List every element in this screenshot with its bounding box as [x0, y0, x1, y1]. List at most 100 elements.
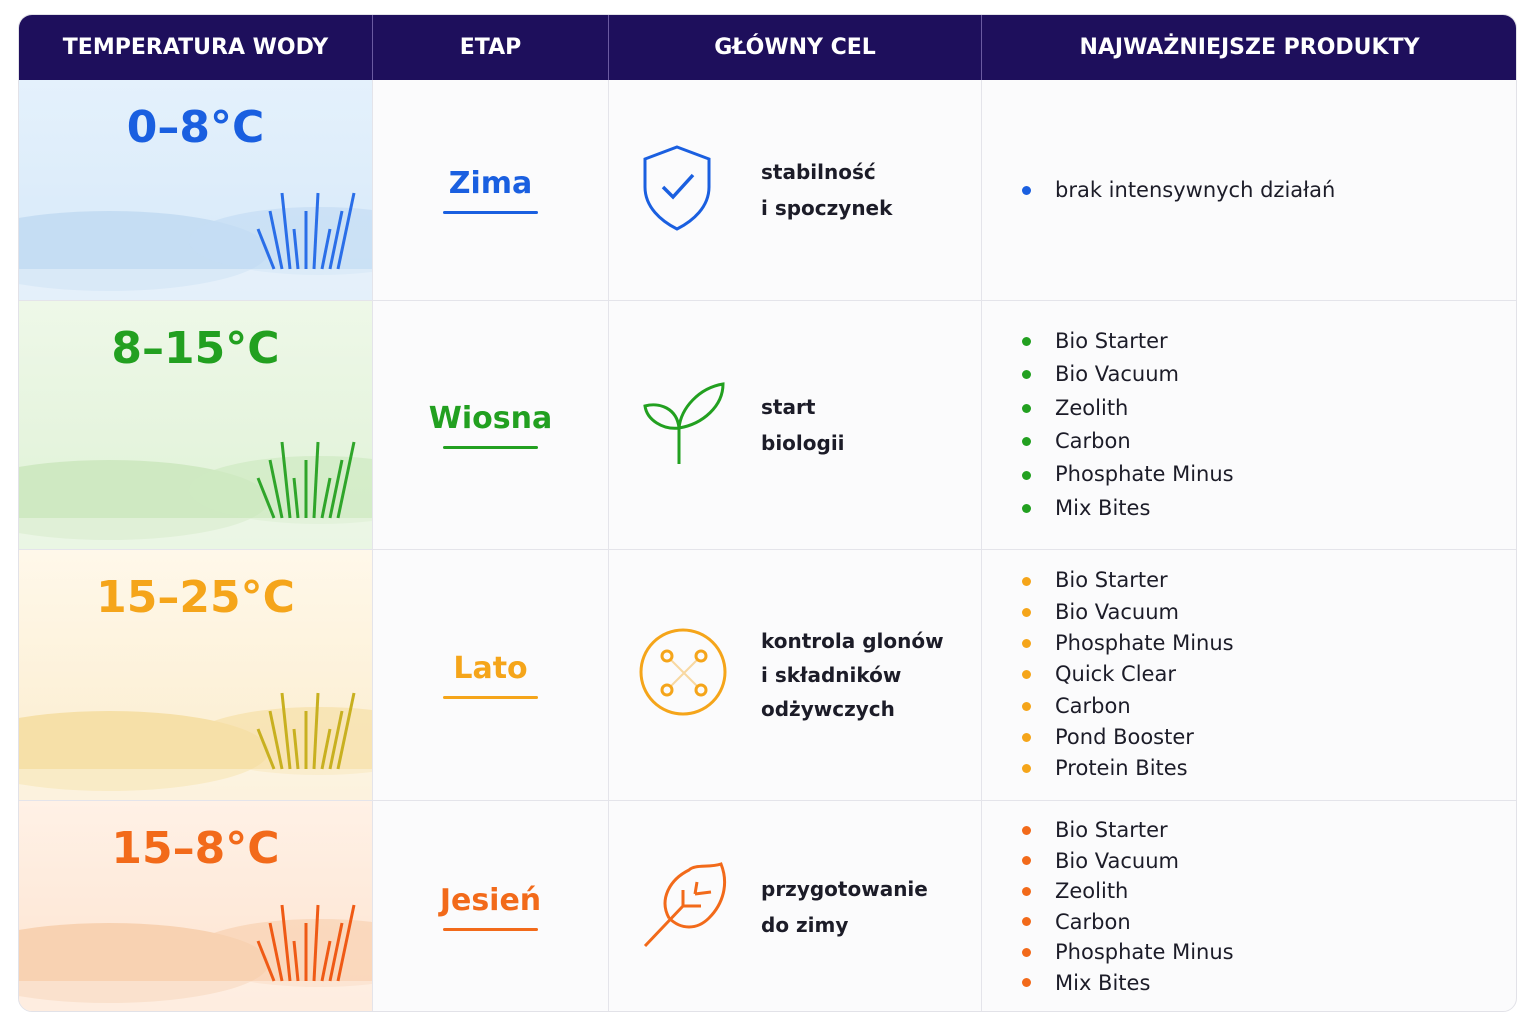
- product: Zeolith: [1055, 395, 1129, 420]
- product: Bio Starter: [1055, 818, 1168, 842]
- goal-line: kontrola glonów: [761, 629, 944, 653]
- bullet: [1022, 639, 1031, 649]
- product-item: Bio Vacuum: [1022, 846, 1516, 877]
- stage-cell: Lato: [373, 550, 609, 801]
- bullet: [1022, 978, 1031, 988]
- stage: Lato: [453, 651, 528, 686]
- product: Phosphate Minus: [1055, 631, 1234, 656]
- goal-line: i składników: [761, 663, 902, 687]
- bullet: [1022, 825, 1031, 835]
- product-item: Mix Bites: [1022, 968, 1516, 999]
- bullet: [1022, 504, 1031, 514]
- product: Pond Booster: [1055, 724, 1194, 749]
- goal-line: biologii: [761, 431, 845, 455]
- products-cell: brak intensywnych działań: [982, 80, 1516, 301]
- stage: Wiosna: [428, 401, 553, 436]
- product-item: brak intensywnych działań: [1022, 174, 1516, 207]
- temperature: 15–8°C: [111, 823, 280, 874]
- product: Carbon: [1055, 909, 1131, 934]
- product-item: Zeolith: [1022, 392, 1516, 425]
- temperature-cell: 15–8°C: [19, 801, 373, 1011]
- header-cell: ETAP: [373, 15, 609, 80]
- bullet: [1022, 607, 1031, 617]
- goal-line: i spoczynek: [761, 196, 893, 220]
- bullet: [1022, 576, 1031, 586]
- product: Bio Vacuum: [1055, 362, 1179, 387]
- product-item: Phosphate Minus: [1022, 937, 1516, 968]
- bullet: [1022, 670, 1031, 680]
- product-item: Protein Bites: [1022, 753, 1516, 784]
- temperature: 0–8°C: [126, 102, 265, 153]
- temperature: 15–25°C: [96, 572, 295, 623]
- product: Bio Vacuum: [1055, 848, 1179, 873]
- illustration: [19, 692, 372, 800]
- bullet: [1022, 886, 1031, 896]
- goal: kontrola glonów i składników odżywczych: [761, 550, 944, 800]
- products-cell: Bio Starter Bio Vacuum Zeolith Carbon Phosph…: [982, 801, 1516, 1011]
- product: Bio Starter: [1055, 328, 1168, 353]
- product-item: Carbon: [1022, 907, 1516, 938]
- goal-icon: [639, 378, 729, 472]
- product-item: Zeolith: [1022, 876, 1516, 907]
- temperature-cell: 15–25°C: [19, 550, 373, 801]
- bullet: [1022, 470, 1031, 480]
- products-cell: Bio Starter Bio Vacuum Phosphate Minus Quic…: [982, 550, 1516, 801]
- bullet: [1022, 856, 1031, 866]
- goal: przygotowanie do zimy: [761, 801, 928, 1011]
- icon: [639, 628, 727, 716]
- goal: stabilność i spoczynek: [761, 80, 892, 300]
- bullet: [1022, 185, 1031, 195]
- product: Protein Bites: [1055, 756, 1188, 781]
- icon: [643, 382, 725, 464]
- product-item: Quick Clear: [1022, 659, 1516, 690]
- temperature: 8–15°C: [111, 323, 280, 374]
- icon: [643, 145, 711, 231]
- stage-underline: [443, 211, 538, 214]
- illustration: [19, 441, 372, 549]
- product: Carbon: [1055, 693, 1131, 718]
- header-cell: TEMPERATURA WODY: [19, 15, 373, 80]
- product: Mix Bites: [1055, 970, 1151, 995]
- bullet: [1022, 917, 1031, 927]
- bullet: [1022, 701, 1031, 711]
- product: brak intensywnych działań: [1055, 177, 1336, 202]
- product-item: Bio Starter: [1022, 325, 1516, 358]
- header-cell: GŁÓWNY CEL: [609, 15, 982, 80]
- product-item: Phosphate Minus: [1022, 458, 1516, 491]
- goal-cell: przygotowanie do zimy: [609, 801, 982, 1011]
- product: Bio Starter: [1055, 568, 1168, 593]
- goal-line: stabilność: [761, 160, 876, 184]
- product-item: Bio Starter: [1022, 565, 1516, 596]
- product: Phosphate Minus: [1055, 462, 1234, 487]
- product: Bio Vacuum: [1055, 599, 1179, 624]
- temperature-cell: 0–8°C: [19, 80, 373, 301]
- product-item: Bio Vacuum: [1022, 358, 1516, 391]
- bullet: [1022, 403, 1031, 413]
- product-item: Bio Vacuum: [1022, 597, 1516, 628]
- product-item: Bio Starter: [1022, 815, 1516, 846]
- bullet: [1022, 437, 1031, 447]
- goal-cell: start biologii: [609, 301, 982, 550]
- header-cell: NAJWAŻNIEJSZE PRODUKTY: [982, 15, 1516, 80]
- goal: start biologii: [761, 301, 845, 549]
- stage-underline: [443, 927, 538, 931]
- product-item: Mix Bites: [1022, 492, 1516, 525]
- goal-icon: [639, 143, 729, 237]
- illustration: [19, 904, 372, 1011]
- product-item: Carbon: [1022, 425, 1516, 458]
- goal-cell: kontrola glonów i składników odżywczych: [609, 550, 982, 801]
- bullet: [1022, 370, 1031, 380]
- icon: [643, 861, 726, 947]
- goal-icon: [639, 860, 729, 954]
- product: Quick Clear: [1055, 662, 1176, 687]
- stage: Zima: [448, 166, 533, 201]
- product-item: Phosphate Minus: [1022, 628, 1516, 659]
- stage: Jesień: [439, 882, 542, 918]
- products-cell: Bio Starter Bio Vacuum Zeolith Carbon Phosph…: [982, 301, 1516, 550]
- bullet: [1022, 764, 1031, 774]
- goal-icon: [639, 628, 729, 722]
- product-item: Carbon: [1022, 691, 1516, 722]
- stage-cell: Zima: [373, 80, 609, 301]
- illustration: [19, 192, 372, 300]
- goal-line: start: [761, 395, 816, 419]
